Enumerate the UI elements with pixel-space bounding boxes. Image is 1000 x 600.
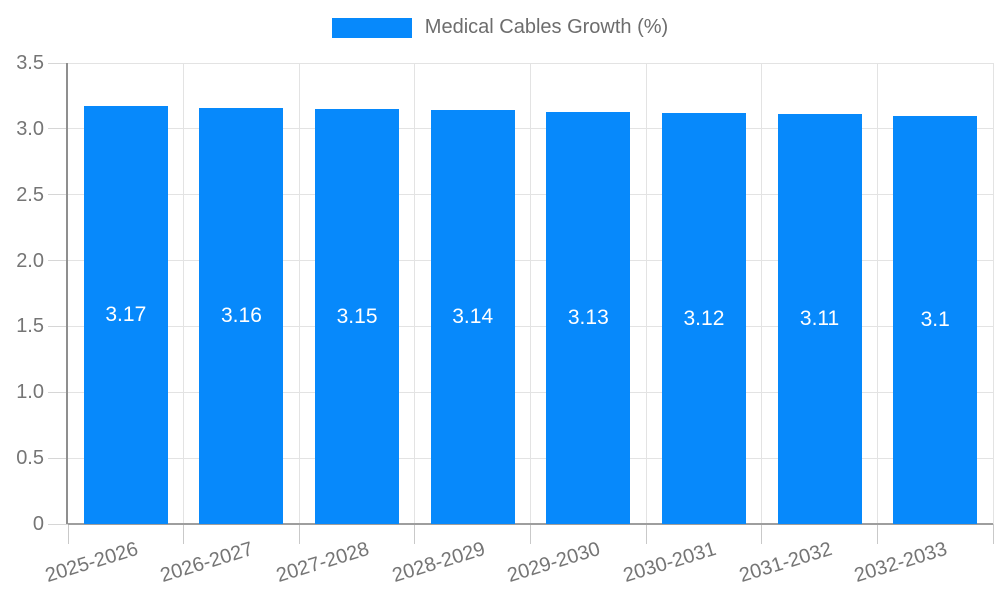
plot-area: 0 0.5 1.0 1.5 2.0 2.5 3.0 3.5 3.17 2025-2026 3.16 2…: [16, 52, 994, 587]
y-axis-tick-label: 0.5: [16, 447, 44, 470]
x-gridline: [761, 63, 763, 524]
x-axis-tick: [876, 524, 878, 544]
y-axis-tick: [48, 62, 68, 64]
bar-2028-2029: 3.14: [430, 110, 515, 524]
y-axis-tick-label: 1.0: [16, 381, 44, 404]
bar-2025-2026: 3.17: [83, 106, 168, 524]
y-axis-line: [66, 63, 68, 524]
bar-value-label: 3.15: [336, 304, 378, 328]
x-axis-tick: [761, 524, 763, 544]
bar-value-label: 3.14: [452, 305, 494, 329]
x-axis-tick: [414, 524, 416, 544]
x-axis-tick: [298, 524, 300, 544]
x-axis-tick: [67, 524, 69, 544]
x-gridline: [530, 63, 531, 524]
y-axis-tick: [48, 325, 68, 327]
x-gridline: [876, 63, 878, 524]
y-axis-tick: [48, 260, 68, 262]
y-axis-tick-label: 2.0: [16, 249, 44, 272]
x-axis-line: [68, 523, 993, 525]
bar-2032-2033: 3.1: [893, 115, 978, 524]
bar-2030-2031: 3.12: [661, 113, 746, 524]
x-axis-tick: [530, 524, 531, 544]
x-axis-tick: [183, 524, 185, 544]
bar-2026-2027: 3.16: [199, 107, 284, 524]
bar-value-label: 3.16: [221, 303, 262, 327]
legend-swatch[interactable]: [331, 17, 412, 38]
chart-legend[interactable]: Medical Cables Growth (%): [0, 16, 1000, 39]
y-axis-tick: [48, 457, 68, 459]
y-axis-tick-label: 0: [32, 513, 44, 535]
bar-value-label: 3.11: [799, 307, 840, 331]
bar-value-label: 3.13: [567, 305, 609, 329]
bar-2031-2032: 3.11: [777, 114, 862, 524]
y-axis-tick: [48, 523, 68, 525]
x-gridline: [414, 63, 416, 524]
y-axis-tick: [48, 128, 68, 130]
bar-value-label: 3.1: [920, 307, 950, 331]
bar-value-label: 3.17: [105, 303, 147, 327]
bar-value-label: 3.12: [683, 306, 725, 330]
x-gridline: [645, 63, 647, 524]
x-axis-tick: [645, 524, 647, 544]
y-axis-tick: [48, 194, 68, 196]
y-axis-tick-label: 2.5: [16, 183, 44, 206]
bar-2029-2030: 3.13: [546, 111, 631, 524]
x-gridline: [298, 63, 300, 524]
x-gridline: [183, 63, 185, 524]
y-axis-tick-label: 3.5: [16, 52, 44, 74]
x-gridline: [992, 63, 994, 524]
legend-label: Medical Cables Growth (%): [424, 16, 669, 38]
bar-2027-2028: 3.15: [315, 109, 400, 524]
x-axis-tick: [992, 524, 994, 544]
y-axis-tick: [48, 391, 68, 393]
y-axis-tick-label: 1.5: [16, 315, 44, 338]
y-axis-tick-label: 3.0: [16, 117, 44, 140]
